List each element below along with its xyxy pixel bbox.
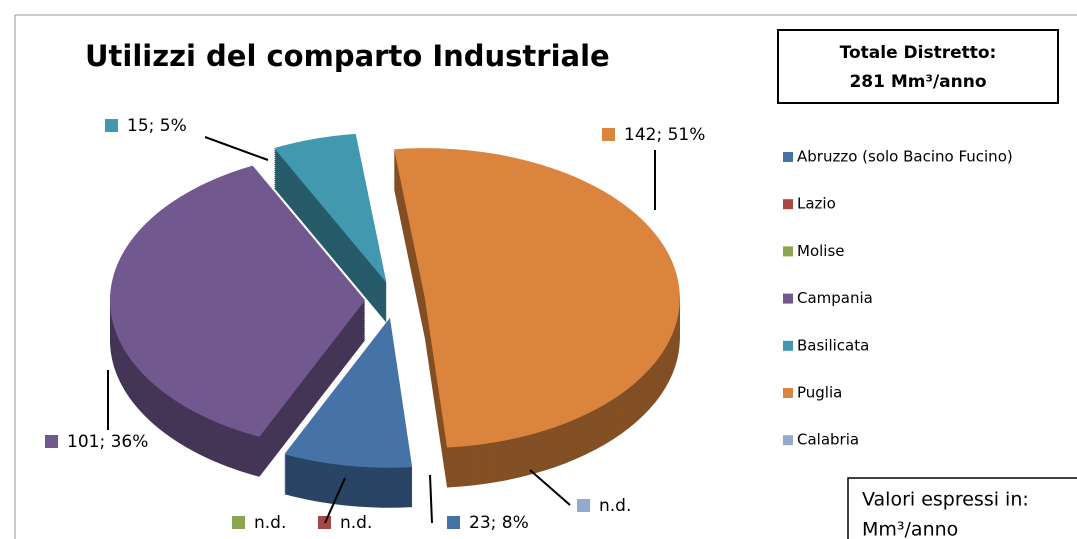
label-swatch	[602, 128, 615, 141]
legend-label: Calabria	[797, 431, 859, 449]
total-value: 281 Mm³/anno	[849, 72, 986, 92]
label-swatch	[447, 516, 460, 529]
legend-label: Molise	[797, 242, 845, 260]
total-box	[777, 29, 1059, 104]
leader-line	[529, 469, 571, 506]
slice	[284, 317, 413, 508]
data-label: n.d.	[599, 496, 631, 516]
units-value: Mm³/anno	[862, 519, 958, 539]
legend-swatch	[783, 152, 793, 162]
units-box	[847, 477, 1077, 539]
units-label: Valori espressi in:	[862, 489, 1029, 511]
label-swatch	[45, 435, 58, 448]
data-label: n.d.	[340, 513, 372, 533]
legend-label: Basilicata	[797, 336, 869, 354]
slice	[394, 148, 680, 488]
slice	[274, 133, 387, 323]
data-label: 142; 51%	[624, 125, 705, 145]
label-swatch	[232, 516, 245, 529]
data-label: 101; 36%	[67, 432, 148, 452]
data-label: 15; 5%	[127, 116, 187, 136]
legend-swatch	[783, 246, 793, 257]
data-label: 23; 8%	[469, 513, 529, 533]
label-swatch	[105, 119, 118, 132]
slice-top	[110, 165, 366, 437]
leader-line	[324, 477, 346, 524]
label-swatch	[577, 499, 590, 512]
legend-swatch	[783, 340, 793, 351]
legend-label: Abruzzo (solo Bacino Fucino)	[797, 148, 1013, 166]
total-label: Totale Distretto:	[840, 43, 997, 63]
leader-line	[204, 136, 269, 161]
legend-label: Puglia	[797, 384, 842, 402]
leader-line	[429, 474, 433, 524]
slice-top	[394, 148, 680, 448]
legend-label: Lazio	[797, 195, 836, 213]
slice	[110, 165, 366, 477]
legend-swatch	[783, 199, 793, 210]
legend-swatch	[783, 293, 793, 304]
legend-label: Campania	[797, 289, 873, 307]
slice-top	[274, 133, 387, 283]
legend-swatch	[783, 388, 793, 398]
chart-title: Utilizzi del comparto Industriale	[85, 39, 610, 73]
slice-top	[284, 317, 413, 468]
data-label: n.d.	[254, 513, 286, 533]
legend-swatch	[783, 435, 793, 446]
